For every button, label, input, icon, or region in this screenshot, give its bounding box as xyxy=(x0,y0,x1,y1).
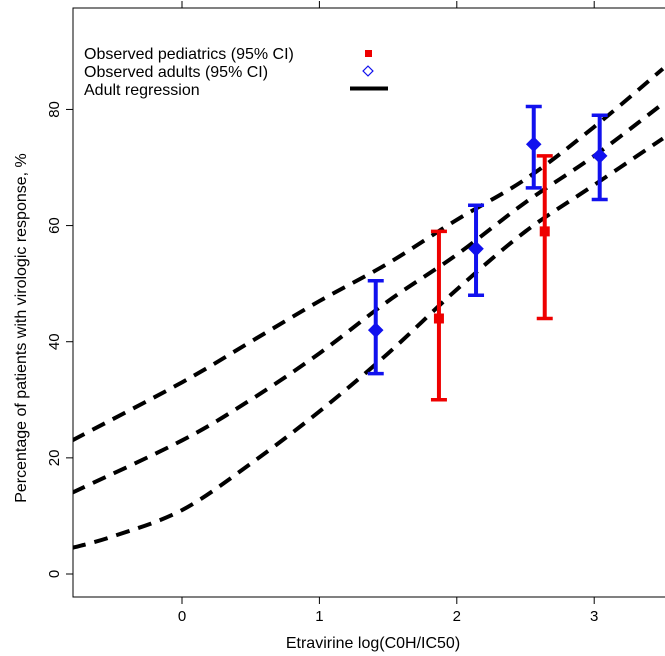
plot-area xyxy=(72,7,665,598)
y-tick-label: 20 xyxy=(46,450,63,467)
y-tick-label: 80 xyxy=(46,101,63,118)
x-tick-label: 2 xyxy=(453,608,461,625)
regression-curve-mid xyxy=(73,102,665,495)
regression-curve-lower xyxy=(73,136,665,550)
legend: Observed pediatrics (95% CI) Observed ad… xyxy=(84,46,388,99)
x-tick-label: 1 xyxy=(315,608,323,625)
regression-curve-upper xyxy=(73,67,665,443)
pediatric-marker xyxy=(539,226,550,237)
x-axis-title: Etravirine log(C0H/IC50) xyxy=(286,635,460,652)
legend-label-pediatrics: Observed pediatrics (95% CI) xyxy=(84,46,294,63)
legend-label-regression: Adult regression xyxy=(84,82,200,99)
x-tick-label: 3 xyxy=(590,608,598,625)
adult-marker xyxy=(525,136,542,153)
data-markers xyxy=(367,136,608,338)
x-tick-label: 0 xyxy=(178,608,186,625)
adult-marker xyxy=(591,148,608,164)
legend-square-marker-icon xyxy=(365,50,372,57)
y-axis-title: Percentage of patients with virologic re… xyxy=(13,153,30,503)
adult-marker xyxy=(367,322,384,338)
y-tick-label: 60 xyxy=(46,217,63,234)
y-tick-label: 0 xyxy=(46,570,63,578)
regression-curves xyxy=(73,67,665,550)
legend-label-adults: Observed adults (95% CI) xyxy=(84,64,268,81)
plot-frame xyxy=(72,7,665,598)
x-axis: 0 1 2 3 xyxy=(178,1,598,625)
y-tick-label: 40 xyxy=(46,333,63,350)
y-axis: 0 20 40 60 80 xyxy=(46,101,73,578)
pediatric-marker xyxy=(433,313,444,324)
legend-diamond-marker-icon xyxy=(362,65,374,77)
